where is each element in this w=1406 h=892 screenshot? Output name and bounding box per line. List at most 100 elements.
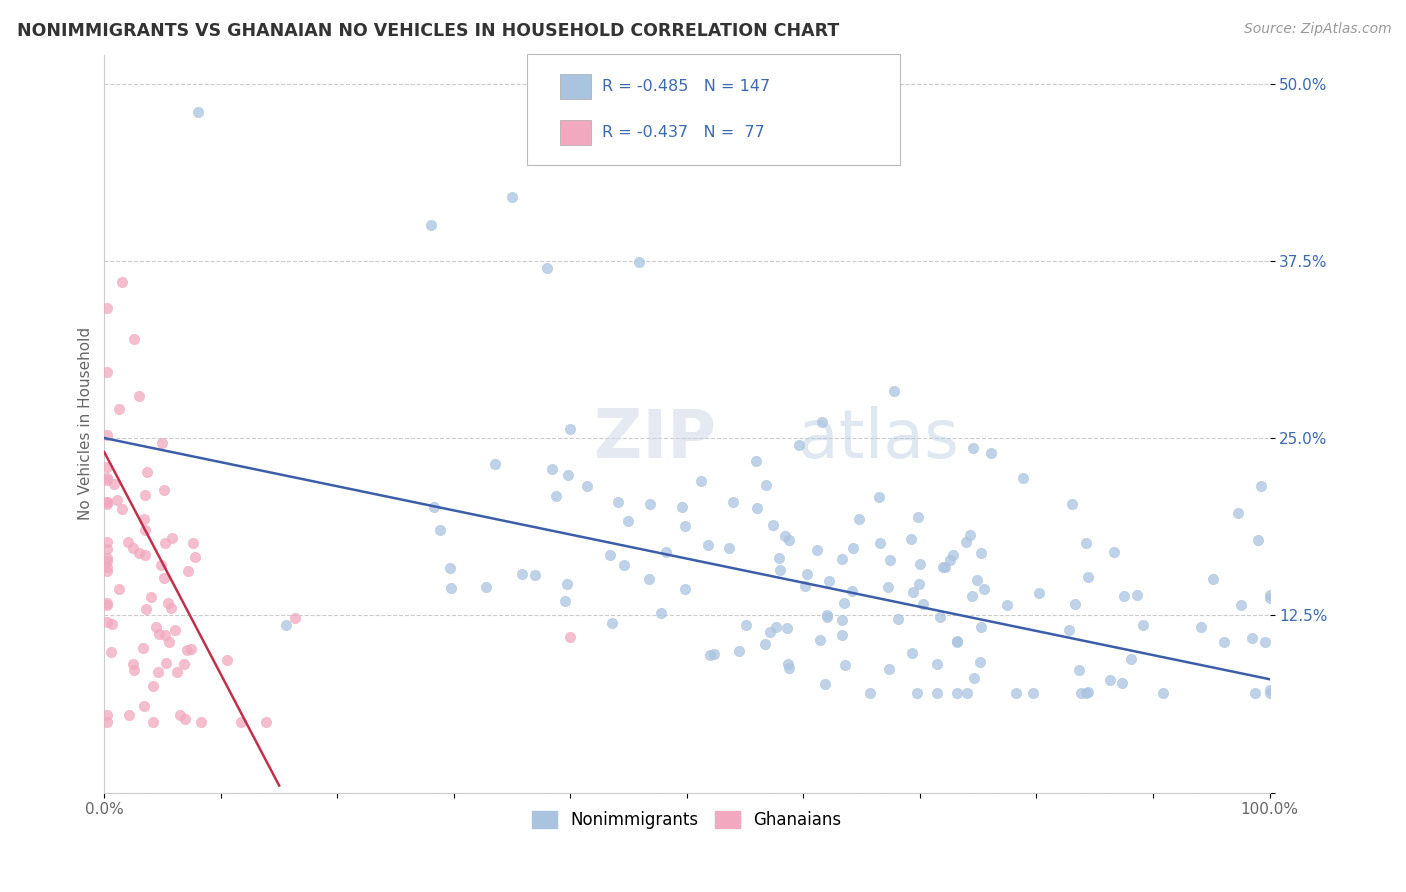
Point — [142, 714, 165, 729]
Point — [655, 545, 678, 559]
Text: Source: ZipAtlas.com: Source: ZipAtlas.com — [1244, 22, 1392, 37]
Point — [132, 512, 155, 526]
Point — [925, 657, 948, 672]
Point — [848, 512, 870, 526]
Point — [794, 579, 817, 593]
Point — [859, 686, 882, 700]
Point — [650, 607, 672, 621]
Point — [973, 582, 995, 596]
Point — [1189, 620, 1212, 634]
Point — [1253, 635, 1275, 649]
Point — [728, 644, 751, 658]
Point — [703, 647, 725, 661]
Point — [165, 623, 187, 637]
Point — [1227, 507, 1250, 521]
Point — [901, 584, 924, 599]
Point — [956, 686, 979, 700]
Point — [155, 656, 177, 670]
Point — [778, 657, 800, 671]
Point — [96, 497, 118, 511]
Point — [599, 548, 621, 562]
Point — [148, 627, 170, 641]
Point — [156, 597, 179, 611]
Point — [1126, 588, 1149, 602]
Point — [600, 616, 623, 631]
Point — [524, 567, 547, 582]
Point — [697, 538, 720, 552]
Point — [813, 677, 835, 691]
Point — [908, 577, 931, 591]
Point — [745, 454, 768, 468]
Point — [152, 483, 174, 497]
Point — [1247, 533, 1270, 547]
Point — [96, 473, 118, 487]
Point — [536, 260, 558, 275]
Point — [166, 665, 188, 679]
Point — [796, 566, 818, 581]
Point — [96, 565, 118, 579]
Point — [153, 571, 176, 585]
Point — [995, 598, 1018, 612]
Point — [1060, 497, 1083, 511]
Text: R = -0.485   N = 147: R = -0.485 N = 147 — [602, 79, 770, 94]
Point — [969, 655, 991, 669]
Point — [135, 602, 157, 616]
Point — [1077, 685, 1099, 699]
Point — [613, 558, 636, 572]
Point — [134, 548, 156, 562]
Point — [96, 459, 118, 474]
Point — [673, 582, 696, 597]
Point — [145, 619, 167, 633]
Point — [931, 560, 953, 574]
Point — [96, 541, 118, 556]
Point — [768, 551, 790, 566]
Point — [560, 630, 582, 644]
Point — [135, 465, 157, 479]
Point — [638, 572, 661, 586]
Point — [96, 550, 118, 565]
Point — [1258, 588, 1281, 602]
Point — [778, 661, 800, 675]
Point — [831, 613, 853, 627]
Point — [254, 714, 277, 729]
Point — [576, 479, 599, 493]
Point — [180, 642, 202, 657]
Point — [928, 610, 950, 624]
Point — [638, 497, 661, 511]
Point — [128, 546, 150, 560]
Point — [229, 714, 252, 729]
Point — [160, 531, 183, 545]
Point — [100, 645, 122, 659]
Point — [1112, 589, 1135, 603]
Point — [96, 427, 118, 442]
Point — [96, 560, 118, 574]
Point — [1244, 686, 1267, 700]
Point — [717, 541, 740, 556]
Point — [1022, 686, 1045, 700]
Point — [117, 708, 139, 723]
Point — [1074, 536, 1097, 550]
Point — [429, 523, 451, 537]
Point — [1258, 683, 1281, 698]
Point — [980, 446, 1002, 460]
Point — [139, 591, 162, 605]
Point — [966, 573, 988, 587]
Point — [544, 489, 567, 503]
Point — [942, 548, 965, 562]
Point — [134, 698, 156, 713]
Point — [834, 658, 856, 673]
Point — [754, 637, 776, 651]
Point — [122, 657, 145, 671]
Point — [96, 365, 118, 379]
Point — [776, 621, 799, 635]
Point — [176, 564, 198, 578]
Y-axis label: No Vehicles in Household: No Vehicles in Household — [79, 327, 93, 520]
Point — [160, 601, 183, 615]
Point — [150, 435, 173, 450]
Point — [699, 648, 721, 662]
Point — [778, 533, 800, 547]
Point — [927, 686, 949, 700]
Point — [841, 583, 863, 598]
Point — [1152, 686, 1174, 700]
Point — [1067, 663, 1090, 677]
